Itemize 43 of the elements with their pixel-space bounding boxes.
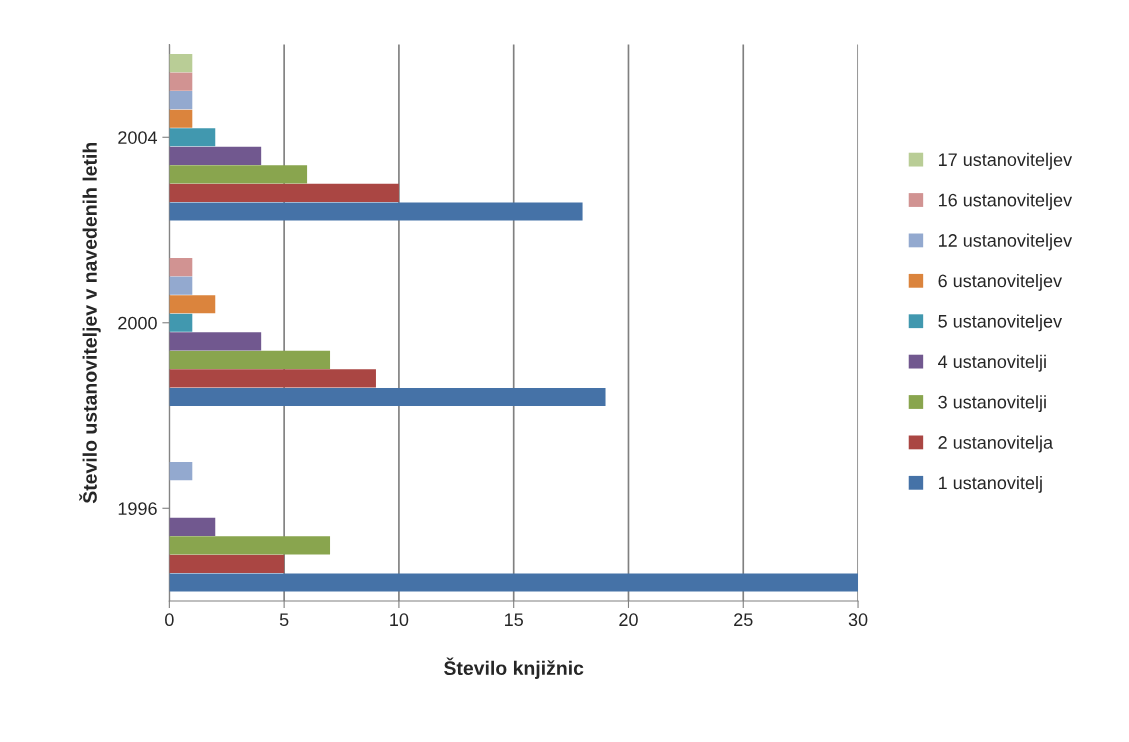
x-tick-label: 20 xyxy=(619,613,638,627)
bar xyxy=(169,72,193,91)
x-tick-label: 25 xyxy=(734,613,753,627)
bar xyxy=(169,332,262,351)
y-tick-label: 2004 xyxy=(118,131,158,144)
bar xyxy=(169,350,331,369)
legend-label: 5 ustanoviteljev xyxy=(938,314,1063,332)
legend-label: 2 ustanovitelja xyxy=(938,435,1054,453)
y-tick-label: 2000 xyxy=(118,316,157,330)
y-axis-title: Število ustanoviteljev v navedenih letih xyxy=(79,142,101,504)
legend-label: 1 ustanovitelj xyxy=(938,476,1042,493)
bar xyxy=(169,146,262,165)
legend-label: 12 ustanoviteljev xyxy=(938,233,1073,251)
bar xyxy=(169,462,193,481)
legend-label: 4 ustanovitelji xyxy=(938,354,1046,372)
bar xyxy=(169,369,376,388)
bar xyxy=(169,573,859,592)
bar xyxy=(169,53,193,73)
bar xyxy=(169,313,193,332)
bar xyxy=(169,295,216,314)
bar xyxy=(169,91,193,110)
y-tick-label: 1996 xyxy=(118,502,157,515)
legend-label: 3 ustanovitelji xyxy=(938,395,1046,413)
bar xyxy=(169,276,193,295)
bar xyxy=(169,128,216,147)
x-tick-label: 30 xyxy=(848,613,868,627)
legend-label: 17 ustanoviteljev xyxy=(938,152,1073,170)
x-axis-title: Število knjižnic xyxy=(444,657,584,679)
bar xyxy=(169,183,399,203)
legend-label: 16 ustanoviteljev xyxy=(938,193,1073,211)
bar xyxy=(169,109,193,128)
x-tick-label: 15 xyxy=(505,613,523,627)
x-tick-label: 5 xyxy=(279,613,289,627)
bar xyxy=(169,517,216,536)
bar xyxy=(169,554,285,574)
legend-label: 6 ustanoviteljev xyxy=(938,274,1063,291)
bar xyxy=(169,202,583,221)
bar xyxy=(169,387,606,407)
bar xyxy=(169,536,331,555)
x-tick-label: 0 xyxy=(165,613,174,627)
bar xyxy=(169,258,193,277)
bar xyxy=(169,165,308,184)
x-tick-label: 10 xyxy=(390,613,409,627)
